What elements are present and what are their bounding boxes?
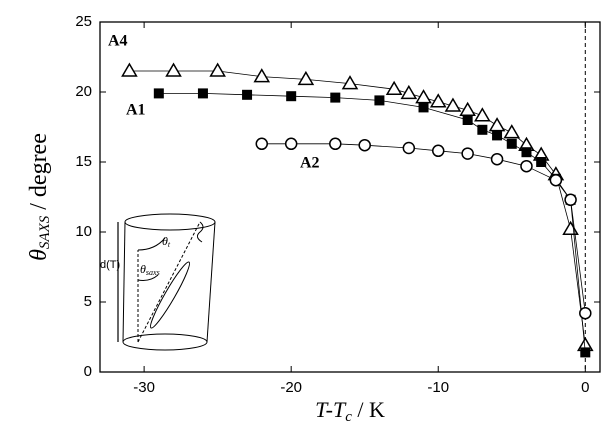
inset-label: θsaxs <box>140 262 160 277</box>
x-label-sub: c <box>345 409 352 425</box>
triangle-marker <box>562 220 579 235</box>
square-marker <box>242 89 253 100</box>
square-marker <box>153 88 164 99</box>
inset-label: θt <box>162 234 171 249</box>
circle-marker <box>461 147 474 160</box>
y-label-symbol: θ <box>26 249 52 261</box>
triangle-marker <box>253 68 271 83</box>
inset-label-sub: saxs <box>146 268 160 277</box>
triangle-marker <box>341 75 359 90</box>
square-marker <box>521 147 532 158</box>
square-marker <box>477 124 488 135</box>
triangle-marker <box>474 107 491 122</box>
x-tick-label: -30 <box>133 379 155 396</box>
series-label: A2 <box>300 155 320 172</box>
circle-marker <box>255 137 269 151</box>
circle-marker <box>564 193 577 207</box>
circle-marker <box>329 137 342 151</box>
plot-frame <box>99 21 601 373</box>
series-label: A4 <box>108 33 128 50</box>
y-tick-label: 10 <box>75 223 92 240</box>
inset-rod <box>150 261 190 329</box>
inset-side <box>206 221 216 343</box>
inset-arc <box>137 274 159 281</box>
y-tick-label: 15 <box>75 153 92 170</box>
square-marker <box>374 95 385 106</box>
x-axis-label: T-Tc / K <box>315 397 385 425</box>
square-marker <box>418 102 429 113</box>
circle-marker <box>284 137 298 151</box>
square-marker <box>536 157 547 167</box>
square-marker <box>197 88 208 99</box>
inset-wave <box>196 221 204 243</box>
circle-marker <box>490 152 504 166</box>
triangle-marker <box>503 124 521 139</box>
y-tick-label: 0 <box>84 363 92 380</box>
y-tick-label: 20 <box>75 83 92 100</box>
y-label-sub: SAXS <box>37 215 53 249</box>
circle-marker <box>402 141 416 155</box>
triangle-marker <box>400 84 418 100</box>
square-marker <box>462 115 473 125</box>
inset-axis <box>137 221 201 343</box>
square-marker <box>286 91 297 102</box>
inset <box>117 213 216 351</box>
series-line <box>158 93 586 353</box>
x-tick-label: -20 <box>280 379 302 396</box>
inset-ellipse-bottom <box>122 333 208 351</box>
square-marker <box>506 138 517 149</box>
inset-ellipse-top <box>124 213 216 231</box>
triangle-marker <box>488 117 506 132</box>
square-marker <box>492 130 503 141</box>
triangle-marker <box>165 62 182 77</box>
y-tick-label: 25 <box>75 13 92 30</box>
x-tick-label: -10 <box>427 379 449 396</box>
y-label-unit: / degree <box>26 133 52 216</box>
y-axis-label: θSAXS / degree <box>26 133 54 261</box>
triangle-marker <box>209 62 226 77</box>
circle-marker <box>579 306 592 320</box>
triangle-marker <box>297 70 315 86</box>
triangle-marker <box>444 97 462 112</box>
x-tick-label: 0 <box>581 379 589 396</box>
x-label-symbol: T-T <box>315 397 347 422</box>
inset-label-main: θ <box>162 234 168 248</box>
circle-marker <box>520 159 533 173</box>
inset-label-main: θ <box>140 262 146 276</box>
series-line <box>129 70 586 346</box>
inset-label: d(T) <box>100 259 120 271</box>
series-label: A1 <box>126 102 146 119</box>
triangle-marker <box>429 93 447 108</box>
y-tick-label: 5 <box>84 293 92 310</box>
circle-marker <box>358 138 371 152</box>
inset-label-sub: t <box>168 240 171 249</box>
circle-marker <box>549 173 563 187</box>
triangle-marker <box>385 80 403 95</box>
square-marker <box>580 347 591 358</box>
x-label-unit: / K <box>352 397 385 422</box>
inset-side <box>122 221 126 343</box>
square-marker <box>330 92 341 103</box>
triangle-marker <box>121 62 138 77</box>
inset-arc <box>137 237 166 251</box>
circle-marker <box>431 144 445 158</box>
